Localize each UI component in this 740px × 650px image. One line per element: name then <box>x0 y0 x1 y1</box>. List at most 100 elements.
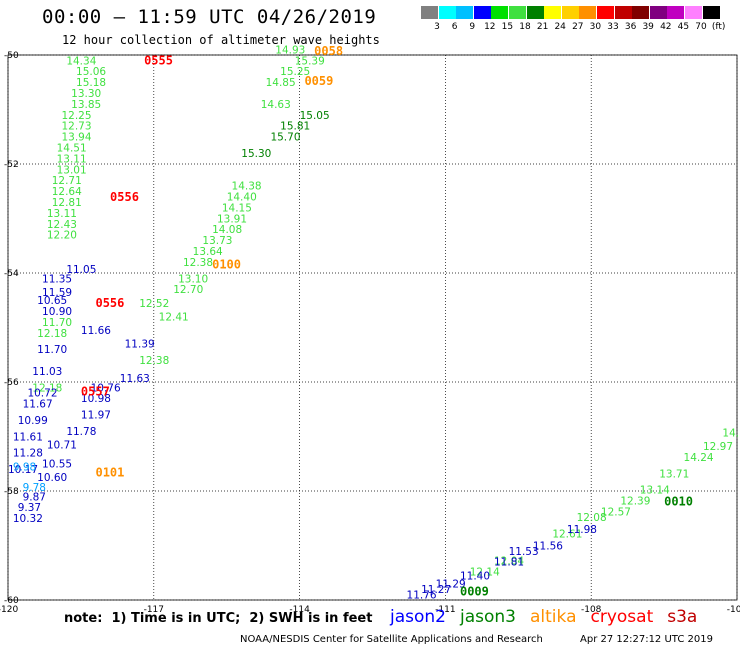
wave-height-value: 11.81 <box>494 557 524 569</box>
wave-height-value: 13.64 <box>193 246 223 258</box>
wave-height-value: 13.11 <box>47 208 77 220</box>
wave-height-value: 13.73 <box>202 235 232 247</box>
wave-height-value: 12.81 <box>52 197 82 209</box>
legend-swatch <box>526 6 544 19</box>
wave-height-value: 15.18 <box>76 77 106 89</box>
legend-label: 21 <box>536 22 549 32</box>
wave-height-value: 15.70 <box>270 132 300 144</box>
wave-height-value: 14.38 <box>232 181 262 193</box>
wave-height-value: 12.38 <box>139 355 169 367</box>
legend-label: 6 <box>451 22 458 32</box>
wave-height-value: 14.15 <box>222 202 252 214</box>
pass-time-label: 0100 <box>212 258 241 272</box>
legend-swatch <box>456 6 474 19</box>
y-tick-label: -50 <box>4 51 19 61</box>
wave-height-value: 13.10 <box>178 273 208 285</box>
pass-time-label: 0058 <box>314 44 343 58</box>
wave-height-value: 12.64 <box>52 186 82 198</box>
wave-height-value: 11.67 <box>23 399 53 411</box>
satellite-altika: altika <box>530 607 577 627</box>
wave-height-value: 13.85 <box>71 99 101 111</box>
pass-time-label: 0010 <box>664 495 693 509</box>
wave-height-value: 14.34 <box>66 55 96 67</box>
legend-swatch <box>561 6 579 19</box>
wave-height-value: 14.63 <box>261 99 291 111</box>
pass-time-label: 0009 <box>460 585 489 599</box>
wave-height-value: 15.30 <box>241 148 271 160</box>
wave-height-value: 12.52 <box>139 298 169 310</box>
wave-height-value: 9.98 <box>13 461 36 473</box>
y-tick-label: -54 <box>4 269 19 279</box>
wave-height-value: 11.61 <box>13 431 43 443</box>
wave-height-value: 10.60 <box>37 472 67 484</box>
wave-height-value: 11.27 <box>421 584 451 596</box>
wave-height-value: 12.71 <box>52 175 82 187</box>
wave-height-value: 12.43 <box>47 219 77 231</box>
wave-height-value: 12.20 <box>47 230 77 242</box>
wave-height-value: 15.06 <box>76 66 106 78</box>
legend-label: 36 <box>624 22 637 32</box>
wave-height-value: 11.56 <box>533 540 563 552</box>
wave-height-value: 11.39 <box>125 339 155 351</box>
legend-swatch <box>473 6 491 19</box>
wave-height-value: 12.18 <box>32 382 62 394</box>
wave-height-value: 11.59 <box>42 287 72 299</box>
legend-swatch <box>491 6 509 19</box>
wave-height-value: 15.25 <box>280 66 310 78</box>
wave-height-value: 11.05 <box>66 264 96 276</box>
footer-timestamp: Apr 27 12:27:12 UTC 2019 <box>580 634 713 645</box>
wave-height-value: 10.98 <box>81 393 111 405</box>
pass-time-label: 0556 <box>95 296 124 310</box>
wave-height-value: 11.78 <box>66 426 96 438</box>
wave-height-value: 10.17 <box>8 464 38 476</box>
pass-time-label: 0557 <box>81 385 110 399</box>
wave-height-value: 12.14 <box>470 566 500 578</box>
legend-swatch <box>509 6 526 19</box>
y-tick-label: -52 <box>4 160 19 170</box>
wave-height-value: 12.61 <box>552 528 582 540</box>
wave-height-value: 10.71 <box>47 439 77 451</box>
wave-height-value: 11.53 <box>509 546 539 558</box>
wave-height-value: 14.40 <box>227 192 257 204</box>
wave-height-value: 11.28 <box>13 448 43 460</box>
legend-swatch <box>597 6 614 19</box>
satellite-jason3: jason3 <box>460 607 516 627</box>
legend-swatch <box>421 6 438 19</box>
legend-swatch <box>685 6 702 19</box>
wave-height-value: 10.90 <box>42 306 72 318</box>
wave-height-value: 13.01 <box>57 164 87 176</box>
y-tick-label: -60 <box>4 596 19 606</box>
wave-height-value: 15.05 <box>300 110 330 122</box>
wave-height-value: 11.03 <box>32 366 62 378</box>
legend-swatch <box>544 6 562 19</box>
wave-height-value: 11.70 <box>42 317 72 329</box>
wave-height-value: 13.14 <box>640 485 670 497</box>
legend-label: 24 <box>554 22 566 32</box>
wave-height-value: 14.08 <box>212 224 242 236</box>
wave-height-value: 14.51 <box>57 142 87 154</box>
legend-swatch <box>667 6 685 19</box>
wave-height-value: 15.39 <box>295 55 325 67</box>
legend-label: 27 <box>572 22 584 32</box>
legend-label: 33 <box>607 22 619 32</box>
wave-height-value: 11.40 <box>460 570 490 582</box>
legend-label: 70 <box>695 22 707 32</box>
wave-height-value: 12.25 <box>61 110 91 122</box>
wave-height-value: 11.63 <box>120 373 150 385</box>
pass-time-label: 0556 <box>110 190 139 204</box>
legend-swatch <box>614 6 632 19</box>
wave-height-value: 10.32 <box>13 513 43 525</box>
wave-height-value: 14.85 <box>266 77 296 89</box>
wave-height-value: 12.39 <box>620 496 650 508</box>
legend-label: 30 <box>589 22 602 32</box>
satellite-jason2: jason2 <box>390 607 446 627</box>
legend-label: 9 <box>469 22 476 32</box>
x-tick-label: -105 <box>727 605 740 615</box>
legend-label: 42 <box>660 22 672 32</box>
map-subtitle: 12 hour collection of altimeter wave hei… <box>62 33 380 47</box>
legend-label: 39 <box>642 22 654 32</box>
satellite-cryosat: cryosat <box>590 607 654 627</box>
wave-height-value: 12.41 <box>159 311 189 323</box>
wave-height-value: 11.29 <box>436 578 466 590</box>
